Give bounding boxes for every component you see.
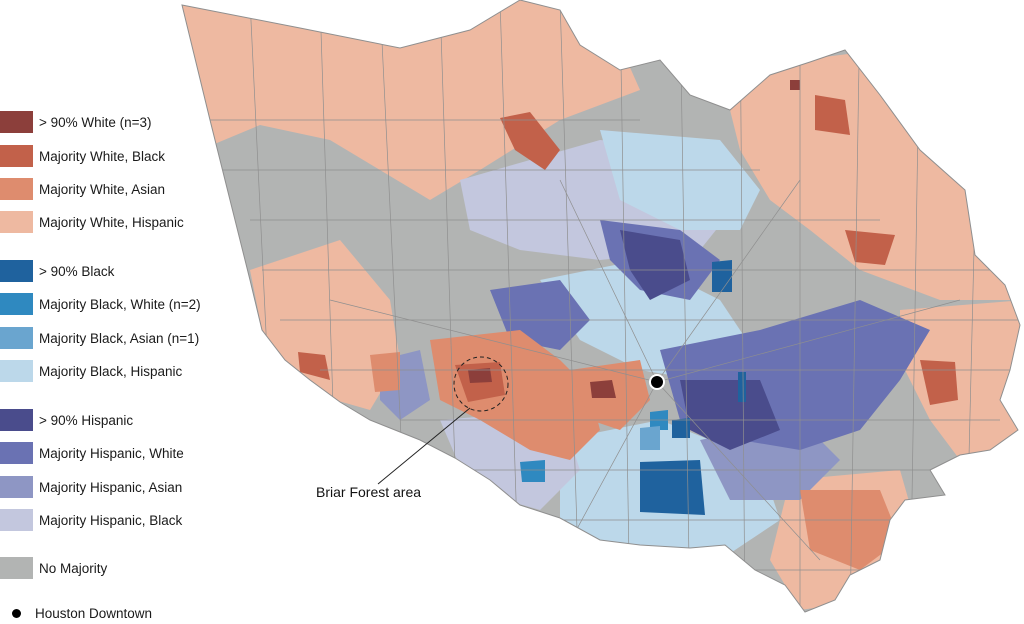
- legend-item-black-90: > 90% Black: [0, 260, 114, 282]
- southeast-white-asian-region: [800, 490, 900, 570]
- legend-swatch: [0, 260, 33, 282]
- legend-label: Majority White, Hispanic: [39, 214, 184, 230]
- legend-label: Majority Black, Hispanic: [39, 363, 183, 379]
- central-white-asian-region: [430, 330, 600, 460]
- legend-swatch: [0, 211, 33, 233]
- legend-item-no-majority: No Majority: [0, 557, 107, 579]
- west-white-asian-region: [370, 352, 400, 392]
- map-legend: > 90% White (n=3) Majority White, Black …: [0, 0, 240, 623]
- legend-label: Majority Black, Asian (n=1): [39, 330, 200, 346]
- legend-swatch: [0, 476, 33, 498]
- legend-swatch: [0, 557, 33, 579]
- legend-swatch: [0, 409, 33, 431]
- downtown-dot-icon: [12, 608, 21, 618]
- northeast-white-90-region: [790, 80, 800, 90]
- legend-item-black-asian: Majority Black, Asian (n=1): [0, 327, 199, 349]
- legend-label: > 90% Hispanic: [39, 412, 134, 428]
- east-white-black-region: [845, 230, 895, 265]
- legend-item-black-white: Majority Black, White (n=2): [0, 293, 201, 315]
- north-black-90-region: [712, 260, 732, 292]
- north-hispanic-90-region: [620, 230, 690, 300]
- legend-item-white-black: Majority White, Black: [0, 145, 165, 167]
- legend-item-white-90: > 90% White (n=3): [0, 111, 152, 133]
- east-black-90-region: [738, 372, 746, 402]
- legend-item-hispanic-black: Majority Hispanic, Black: [0, 509, 182, 531]
- legend-swatch: [0, 145, 33, 167]
- legend-item-hispanic-asian: Majority Hispanic, Asian: [0, 476, 182, 498]
- south-black-asian-region: [640, 426, 660, 450]
- legend-label: > 90% Black: [39, 263, 115, 279]
- legend-item-downtown: Houston Downtown: [0, 602, 152, 624]
- legend-label: No Majority: [39, 560, 108, 576]
- legend-label: Majority Black, White (n=2): [39, 296, 201, 312]
- northeast-white-black-region: [815, 95, 850, 135]
- north-black-hispanic-region: [600, 130, 760, 230]
- legend-item-white-asian: Majority White, Asian: [0, 178, 165, 200]
- legend-swatch: [0, 360, 33, 382]
- houston-downtown-marker: [649, 374, 665, 390]
- legend-swatch: [0, 111, 33, 133]
- legend-item-hispanic-white: Majority Hispanic, White: [0, 442, 184, 464]
- north-white-black-region: [500, 112, 560, 170]
- legend-label: Majority Hispanic, Black: [39, 512, 183, 528]
- legend-label: Majority White, Black: [39, 148, 166, 164]
- legend-label: > 90% White (n=3): [39, 114, 152, 130]
- tract-regions: [182, 0, 1020, 612]
- briar-forest-circle: [453, 356, 509, 412]
- legend-swatch: [0, 178, 33, 200]
- west-white-black-region: [298, 352, 330, 380]
- south-black-white-region: [520, 460, 545, 482]
- east-hispanic-90-region: [680, 380, 780, 450]
- legend-swatch: [0, 293, 33, 315]
- briar-forest-white-90-region: [468, 368, 492, 383]
- legend-item-black-hispanic: Majority Black, Hispanic: [0, 360, 182, 382]
- south-black-90-region: [640, 460, 705, 515]
- tract-boundaries: [200, 0, 1020, 612]
- legend-swatch: [0, 442, 33, 464]
- east-coast-white-black-region: [920, 360, 958, 405]
- legend-label: Majority White, Asian: [39, 181, 166, 197]
- legend-label: Majority Hispanic, White: [39, 445, 184, 461]
- legend-label: Houston Downtown: [35, 605, 153, 621]
- callout-leader-line: [377, 407, 471, 485]
- legend-item-hispanic-90: > 90% Hispanic: [0, 409, 133, 431]
- briar-forest-label: Briar Forest area: [316, 484, 421, 500]
- north-white-hispanic-region: [182, 0, 640, 200]
- legend-swatch: [0, 327, 33, 349]
- central-black-90-region: [672, 418, 690, 438]
- legend-swatch: [0, 509, 33, 531]
- legend-label: Majority Hispanic, Asian: [39, 479, 183, 495]
- central-white-90-region: [590, 380, 616, 398]
- legend-item-white-hispanic: Majority White, Hispanic: [0, 211, 184, 233]
